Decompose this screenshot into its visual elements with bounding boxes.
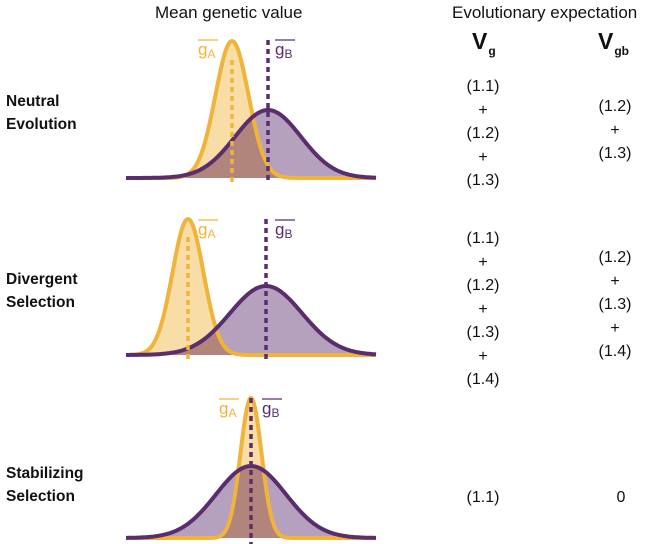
- term: (1.2): [466, 125, 500, 142]
- distribution-panel-1: gA gB: [125, 217, 377, 361]
- label-g-a: gA: [198, 39, 218, 61]
- vg-terms-neutral: (1.1) + (1.2) + (1.3): [448, 75, 518, 193]
- term: (1.4): [598, 343, 632, 360]
- term: (1.4): [466, 371, 500, 388]
- distribution-panel-2: gA gB: [125, 396, 377, 544]
- term: (1.2): [466, 277, 500, 294]
- row-label-line1: Neutral: [6, 93, 60, 110]
- label-g-a: gA: [198, 219, 218, 241]
- label-g-b-text: gB: [262, 399, 279, 420]
- group-b-fill: [126, 286, 376, 355]
- label-g-b: gB: [275, 219, 295, 241]
- evolutionary-expectation-header: Evolutionary expectation: [452, 3, 638, 22]
- vgb-terms-divergent: (1.2) + (1.3) + (1.4): [580, 246, 650, 364]
- vg-terms-stabilizing: (1.1): [448, 486, 518, 510]
- row-label-line1: Stabilizing: [6, 465, 84, 482]
- term: +: [478, 347, 488, 365]
- group-b-curve: [125, 108, 377, 180]
- term: (1.1): [466, 489, 500, 506]
- row-label-line2: Evolution: [6, 116, 77, 133]
- label-g-b-text: gB: [275, 220, 292, 241]
- label-g-b-subscript: B: [284, 227, 292, 241]
- group-a-curve: [125, 217, 377, 357]
- row-label-line2: Selection: [6, 488, 75, 505]
- label-g-b-subscript: B: [271, 406, 279, 420]
- vg-terms-divergent: (1.1) + (1.2) + (1.3) + (1.4): [448, 227, 518, 392]
- vg-sub: g: [488, 44, 496, 58]
- label-g-b-text: gB: [275, 40, 292, 61]
- term: (1.3): [466, 324, 500, 341]
- mean-genetic-value-header: Mean genetic value: [155, 3, 303, 22]
- label-g-b: gB: [275, 39, 295, 61]
- term: +: [610, 272, 620, 290]
- term: (1.3): [598, 145, 632, 162]
- label-g-b: gB: [262, 398, 282, 420]
- distribution-panel-0: gA gB: [125, 39, 377, 184]
- row-label-neutral-evolution: Neutral Evolution: [6, 90, 77, 136]
- row-label-divergent-selection: Divergent Selection: [6, 268, 78, 314]
- term: +: [610, 121, 620, 139]
- label-g-a-subscript: A: [228, 406, 236, 420]
- label-g-a-subscript: A: [207, 227, 215, 241]
- term: (1.3): [598, 296, 632, 313]
- vg-column-header: Vg: [472, 28, 496, 58]
- term: +: [478, 253, 488, 271]
- term: +: [478, 101, 488, 119]
- vgb-main: V: [598, 28, 614, 54]
- term: (1.1): [466, 78, 500, 95]
- label-g-a: gA: [219, 398, 239, 420]
- label-g-a-subscript: A: [207, 47, 215, 61]
- row-label-line2: Selection: [6, 294, 75, 311]
- label-g-b-subscript: B: [284, 47, 292, 61]
- term: (1.1): [466, 230, 500, 247]
- vgb-terms-stabilizing: 0: [586, 486, 656, 510]
- term: 0: [616, 489, 626, 506]
- term: +: [478, 300, 488, 318]
- label-g-a-text: gA: [198, 40, 215, 61]
- term: +: [610, 319, 620, 337]
- term: +: [478, 148, 488, 166]
- term: (1.2): [598, 98, 632, 115]
- row-label-line1: Divergent: [6, 271, 78, 288]
- term: (1.3): [466, 172, 500, 189]
- label-g-a-text: gA: [219, 399, 236, 420]
- term: (1.2): [598, 249, 632, 266]
- vgb-column-header: Vgb: [598, 28, 629, 58]
- group-b-curve: [125, 284, 377, 357]
- label-g-a-text: gA: [198, 220, 215, 241]
- vg-main: V: [472, 28, 488, 54]
- vgb-terms-neutral: (1.2) + (1.3): [580, 95, 650, 166]
- vgb-sub: gb: [614, 44, 630, 58]
- row-label-stabilizing-selection: Stabilizing Selection: [6, 462, 84, 508]
